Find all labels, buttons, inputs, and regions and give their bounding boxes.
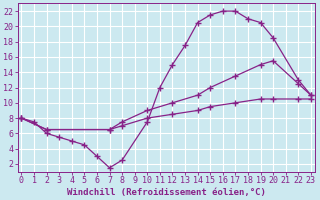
- X-axis label: Windchill (Refroidissement éolien,°C): Windchill (Refroidissement éolien,°C): [67, 188, 266, 197]
